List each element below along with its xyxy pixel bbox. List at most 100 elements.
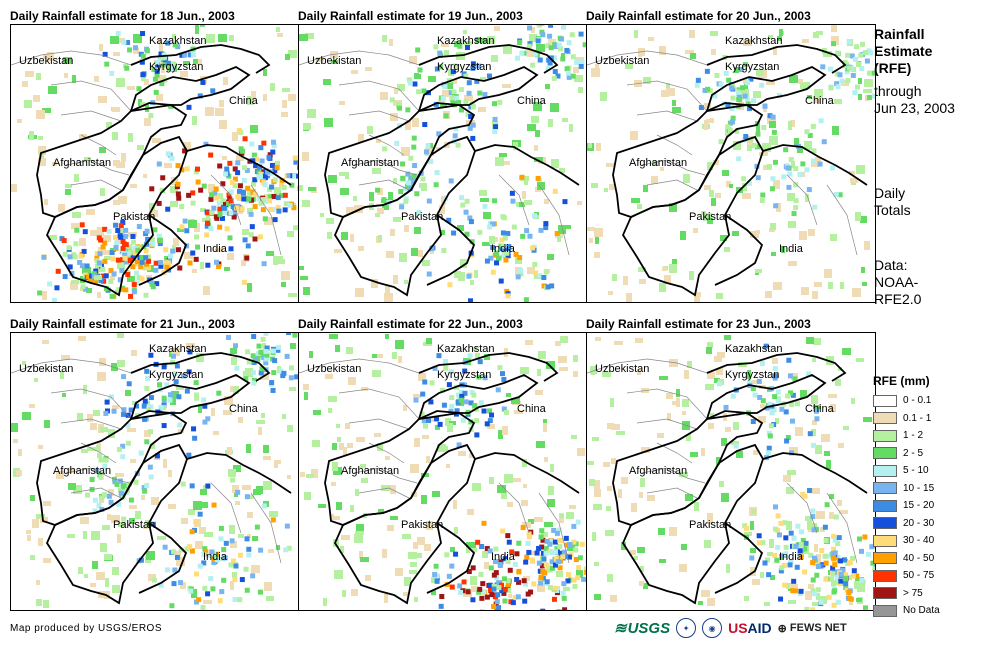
rain-cell — [235, 501, 240, 505]
rain-cell — [208, 184, 215, 193]
province-boundary — [358, 487, 410, 499]
rain-cell — [469, 453, 473, 458]
rain-cell — [38, 146, 46, 155]
rain-cell — [484, 258, 490, 264]
rain-cell — [812, 488, 820, 494]
rain-cell — [282, 100, 287, 108]
rain-cell — [502, 84, 511, 88]
rain-cell — [810, 560, 816, 566]
rain-cell — [146, 406, 152, 412]
rain-cell — [787, 470, 796, 475]
rain-cell — [766, 164, 772, 170]
rain-cell — [732, 231, 739, 236]
rain-cell — [273, 256, 278, 265]
rain-cell — [164, 567, 170, 573]
rain-cell — [164, 163, 172, 168]
rain-cell — [505, 533, 511, 539]
province-boundary — [786, 174, 818, 226]
rain-cell — [282, 192, 288, 198]
rain-cell — [199, 25, 205, 27]
rain-cell — [730, 115, 736, 121]
rain-cell — [509, 549, 515, 555]
rain-cell — [405, 121, 411, 130]
rain-cell — [464, 95, 473, 101]
rain-cell — [810, 158, 816, 164]
rain-cell — [772, 366, 778, 372]
rain-cell — [224, 166, 230, 172]
rain-cell — [527, 50, 534, 57]
rain-cell — [672, 259, 677, 264]
rain-cell — [73, 241, 79, 247]
rain-cell — [778, 568, 784, 574]
rain-cell — [270, 139, 276, 145]
rain-cell — [139, 276, 145, 282]
rain-cell — [130, 233, 136, 239]
rain-cell — [492, 101, 498, 107]
rain-cell — [222, 171, 228, 177]
rain-cell — [791, 161, 795, 168]
rain-cell — [831, 41, 837, 47]
rain-cell — [467, 215, 473, 221]
rain-cell — [562, 118, 568, 122]
country-boundary — [324, 410, 476, 526]
rain-cell — [831, 25, 837, 32]
rain-cell — [398, 189, 404, 195]
rain-cell — [828, 282, 833, 289]
rain-cell — [505, 578, 511, 584]
rain-cell — [134, 280, 140, 286]
rain-cell — [849, 53, 855, 59]
rain-cell — [610, 595, 617, 602]
rain-cell — [626, 293, 632, 302]
rain-cell — [541, 274, 547, 280]
rain-cell — [340, 188, 349, 195]
rain-cell — [190, 200, 196, 206]
province-boundary — [498, 174, 530, 226]
rain-cell — [217, 224, 223, 230]
rain-cell — [375, 187, 381, 193]
rain-cell — [170, 549, 176, 555]
rain-cell — [259, 158, 265, 164]
rain-cell — [286, 173, 292, 179]
rain-cell — [121, 153, 126, 162]
rain-cell — [98, 457, 104, 463]
rain-cell — [710, 31, 718, 36]
rain-cell — [429, 380, 435, 386]
rain-cell — [756, 378, 762, 384]
legend-item: 2 - 5 — [873, 445, 973, 463]
rain-cell — [512, 595, 518, 601]
rain-cell — [584, 566, 587, 572]
rain-cell — [447, 282, 453, 288]
rain-cell — [148, 429, 154, 435]
rain-cell — [137, 145, 144, 150]
rain-cell — [229, 35, 234, 41]
legend-label: 40 - 50 — [903, 552, 935, 564]
rain-cell — [414, 73, 419, 78]
rain-cell — [456, 100, 462, 106]
rain-cell — [154, 59, 160, 65]
rain-cell — [141, 495, 145, 500]
legend-swatch — [873, 569, 897, 582]
rain-cell — [847, 595, 853, 601]
rain-cell — [257, 234, 263, 240]
rain-cell — [62, 274, 68, 280]
rain-cell — [130, 264, 136, 270]
rain-cell — [182, 52, 188, 58]
rain-cell — [117, 478, 123, 484]
rain-cell — [108, 489, 114, 496]
rain-cell — [769, 539, 774, 548]
rain-cell — [786, 521, 792, 530]
rain-cell — [173, 238, 179, 246]
rain-cell — [211, 502, 217, 508]
rain-cell — [487, 548, 493, 554]
rain-cell — [230, 581, 234, 590]
rain-cell — [793, 198, 799, 204]
rain-cell — [716, 368, 723, 375]
rain-cell — [487, 36, 495, 44]
rain-cell — [428, 76, 436, 82]
rain-cell — [681, 544, 687, 550]
rain-cell — [148, 395, 154, 401]
country-label-kyrgyzstan: Kyrgyzstan — [149, 61, 204, 73]
rain-cell — [153, 267, 159, 273]
rain-cell — [545, 284, 551, 290]
rain-cell — [596, 143, 601, 151]
